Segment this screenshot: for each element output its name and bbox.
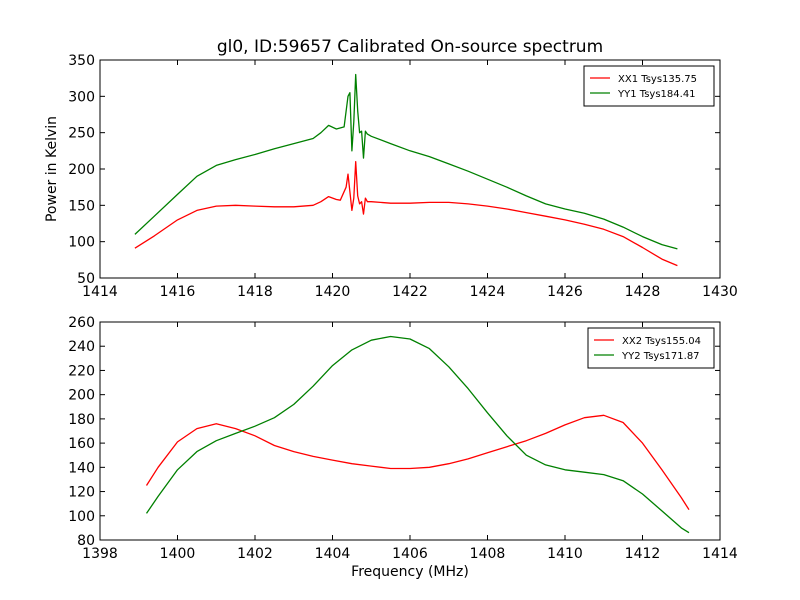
x-tick-label: 1424 [470, 284, 506, 300]
x-tick-label: 1414 [82, 284, 118, 300]
x-tick-label: 1412 [625, 546, 661, 562]
y-tick-label: 220 [68, 363, 95, 379]
y-tick-label: 50 [77, 271, 95, 287]
axes-frame [99, 59, 721, 279]
y-tick-label: 200 [68, 388, 95, 404]
x-tick-label: 1430 [702, 284, 738, 300]
x-tick-label: 1422 [392, 284, 428, 300]
y-tick-label: 300 [68, 89, 95, 105]
x-tick-label: 1408 [470, 546, 506, 562]
legend-label: XX2 Tsys155.04 [622, 336, 701, 347]
y-tick-label: 350 [68, 53, 95, 69]
y-axis-label: Power in Kelvin [44, 116, 60, 222]
y-tick-label: 140 [68, 460, 95, 476]
bottom-panel: Frequency (MHz) 1398 1400 1402 1404 1406 1408… [68, 315, 738, 580]
legend-label: YY2 Tsys171.87 [621, 351, 700, 362]
x-tick-label: 1406 [392, 546, 428, 562]
y-tick-label: 180 [68, 412, 95, 428]
tick-group: 1414 1416 1418 1420 1422 1424 1426 1428 1430 50 10… [68, 53, 738, 300]
series-group [145, 335, 690, 534]
y-tick-label: 100 [68, 509, 95, 525]
legend-label: XX1 Tsys135.75 [618, 74, 697, 85]
x-tick-label: 1400 [160, 546, 196, 562]
axes-frame [99, 321, 721, 541]
series-line [145, 335, 690, 534]
x-tick-label: 1418 [237, 284, 273, 300]
x-tick-label: 1414 [702, 546, 738, 562]
y-tick-label: 150 [68, 198, 95, 214]
y-tick-label: 120 [68, 485, 95, 501]
tick-group: 1398 1400 1402 1404 1406 1408 1410 1412 1414 80 10… [68, 315, 738, 562]
legend: XX2 Tsys155.04 YY2 Tsys171.87 [587, 327, 715, 369]
x-tick-label: 1416 [160, 284, 196, 300]
y-tick-label: 250 [68, 126, 95, 142]
series-line [134, 73, 678, 250]
series-group [134, 73, 678, 267]
x-tick-label: 1404 [315, 546, 351, 562]
y-tick-label: 260 [68, 315, 95, 331]
y-tick-label: 200 [68, 162, 95, 178]
legend: XX1 Tsys135.75 YY1 Tsys184.41 [583, 65, 715, 107]
series-line [145, 414, 690, 511]
x-tick-label: 1398 [82, 546, 118, 562]
legend-label: YY1 Tsys184.41 [617, 89, 696, 100]
x-tick-label: 1428 [625, 284, 661, 300]
legend-box [583, 65, 715, 107]
y-tick-label: 100 [68, 235, 95, 251]
y-tick-label: 240 [68, 339, 95, 355]
y-tick-label: 80 [77, 533, 95, 549]
x-tick-label: 1402 [237, 546, 273, 562]
x-tick-label: 1420 [315, 284, 351, 300]
chart-title: gl0, ID:59657 Calibrated On-source spect… [217, 37, 603, 57]
top-panel: gl0, ID:59657 Calibrated On-source spect… [44, 37, 738, 300]
legend-box [587, 327, 715, 369]
x-tick-label: 1426 [547, 284, 583, 300]
x-tick-label: 1410 [547, 546, 583, 562]
y-tick-label: 160 [68, 436, 95, 452]
series-line [134, 161, 678, 267]
x-axis-label: Frequency (MHz) [351, 564, 469, 580]
